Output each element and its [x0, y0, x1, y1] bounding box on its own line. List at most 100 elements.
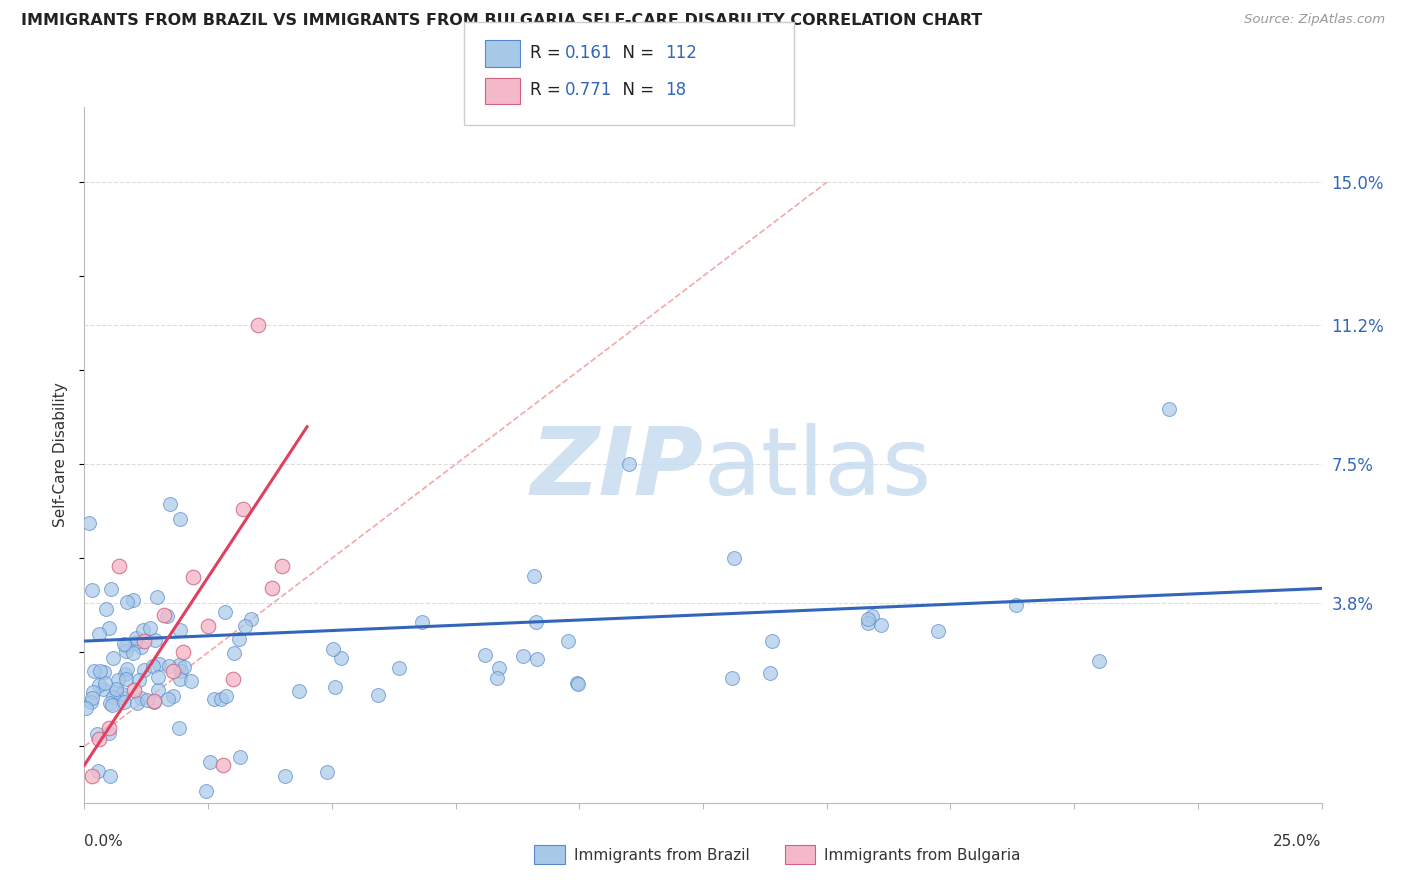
Point [101, 651, 124, 665]
Point [159, 497, 181, 511]
Point [132, 663, 155, 677]
Point [122, 646, 145, 660]
Point [124, 636, 146, 650]
Text: IMMIGRANTS FROM BRAZIL VS IMMIGRANTS FROM BULGARIA SELF-CARE DISABILITY CORRELAT: IMMIGRANTS FROM BRAZIL VS IMMIGRANTS FRO… [21, 13, 983, 29]
Point [721, 671, 744, 685]
Point [367, 688, 389, 702]
Point [214, 605, 236, 619]
Point [485, 671, 508, 685]
Point [411, 615, 433, 630]
Text: N =: N = [612, 44, 659, 62]
Point [198, 755, 221, 769]
Text: Immigrants from Bulgaria: Immigrants from Bulgaria [824, 848, 1021, 863]
Text: Source: ZipAtlas.com: Source: ZipAtlas.com [1244, 13, 1385, 27]
Point [202, 691, 225, 706]
Point [488, 661, 510, 675]
Point [142, 694, 165, 708]
Point [98, 696, 121, 710]
Point [98, 721, 121, 735]
Point [215, 690, 238, 704]
Point [181, 570, 204, 584]
Text: 112: 112 [665, 44, 697, 62]
Point [128, 673, 150, 688]
Point [316, 765, 339, 780]
Point [229, 750, 252, 764]
Point [80, 691, 103, 706]
Point [152, 607, 174, 622]
Point [129, 691, 152, 706]
Text: ZIP: ZIP [530, 423, 703, 515]
Point [180, 673, 202, 688]
Point [146, 590, 169, 604]
Point [146, 670, 169, 684]
Point [170, 665, 193, 679]
Point [262, 582, 284, 596]
Point [111, 687, 134, 701]
Point [617, 458, 640, 472]
Point [173, 659, 195, 673]
Y-axis label: Self-Care Disability: Self-Care Disability [53, 383, 69, 527]
Point [157, 659, 180, 673]
Point [114, 666, 136, 681]
Point [89, 731, 111, 746]
Point [114, 644, 136, 658]
Point [75, 701, 97, 715]
Text: 0.771: 0.771 [565, 81, 613, 99]
Point [222, 672, 245, 686]
Point [870, 617, 893, 632]
Point [233, 619, 256, 633]
Point [512, 648, 534, 663]
Point [108, 558, 131, 573]
Point [122, 593, 145, 607]
Point [129, 640, 152, 654]
Point [104, 684, 127, 698]
Point [239, 612, 262, 626]
Point [82, 685, 104, 699]
Point [172, 645, 194, 659]
Point [80, 582, 103, 597]
Point [927, 624, 949, 639]
Point [557, 634, 579, 648]
Point [211, 691, 233, 706]
Point [98, 769, 121, 783]
Point [246, 318, 269, 333]
Point [858, 616, 880, 631]
Point [197, 619, 219, 633]
Point [98, 726, 121, 740]
Point [474, 648, 496, 663]
Point [104, 681, 127, 696]
Point [132, 623, 155, 637]
Point [723, 550, 745, 565]
Point [169, 623, 191, 637]
Point [115, 662, 138, 676]
Point [87, 764, 110, 779]
Point [143, 633, 166, 648]
Text: 0.161: 0.161 [565, 44, 613, 62]
Point [228, 632, 250, 646]
Text: R =: R = [530, 81, 567, 99]
Point [125, 631, 148, 645]
Point [101, 698, 124, 713]
Point [100, 582, 122, 596]
Point [148, 682, 170, 697]
Point [156, 691, 179, 706]
Point [93, 665, 115, 679]
Point [162, 690, 184, 704]
Point [388, 661, 411, 675]
Point [93, 682, 115, 697]
Point [271, 558, 294, 573]
Text: atlas: atlas [703, 423, 931, 515]
Point [148, 657, 170, 671]
Point [77, 516, 100, 530]
Point [136, 693, 159, 707]
Point [155, 609, 177, 624]
Point [194, 784, 217, 798]
Point [115, 595, 138, 609]
Point [232, 502, 254, 516]
Point [83, 664, 105, 678]
Point [1157, 402, 1180, 417]
Point [87, 678, 110, 692]
Text: R =: R = [530, 44, 567, 62]
Point [523, 569, 546, 583]
Point [167, 722, 190, 736]
